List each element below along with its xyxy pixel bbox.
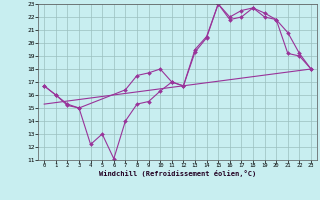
- X-axis label: Windchill (Refroidissement éolien,°C): Windchill (Refroidissement éolien,°C): [99, 170, 256, 177]
